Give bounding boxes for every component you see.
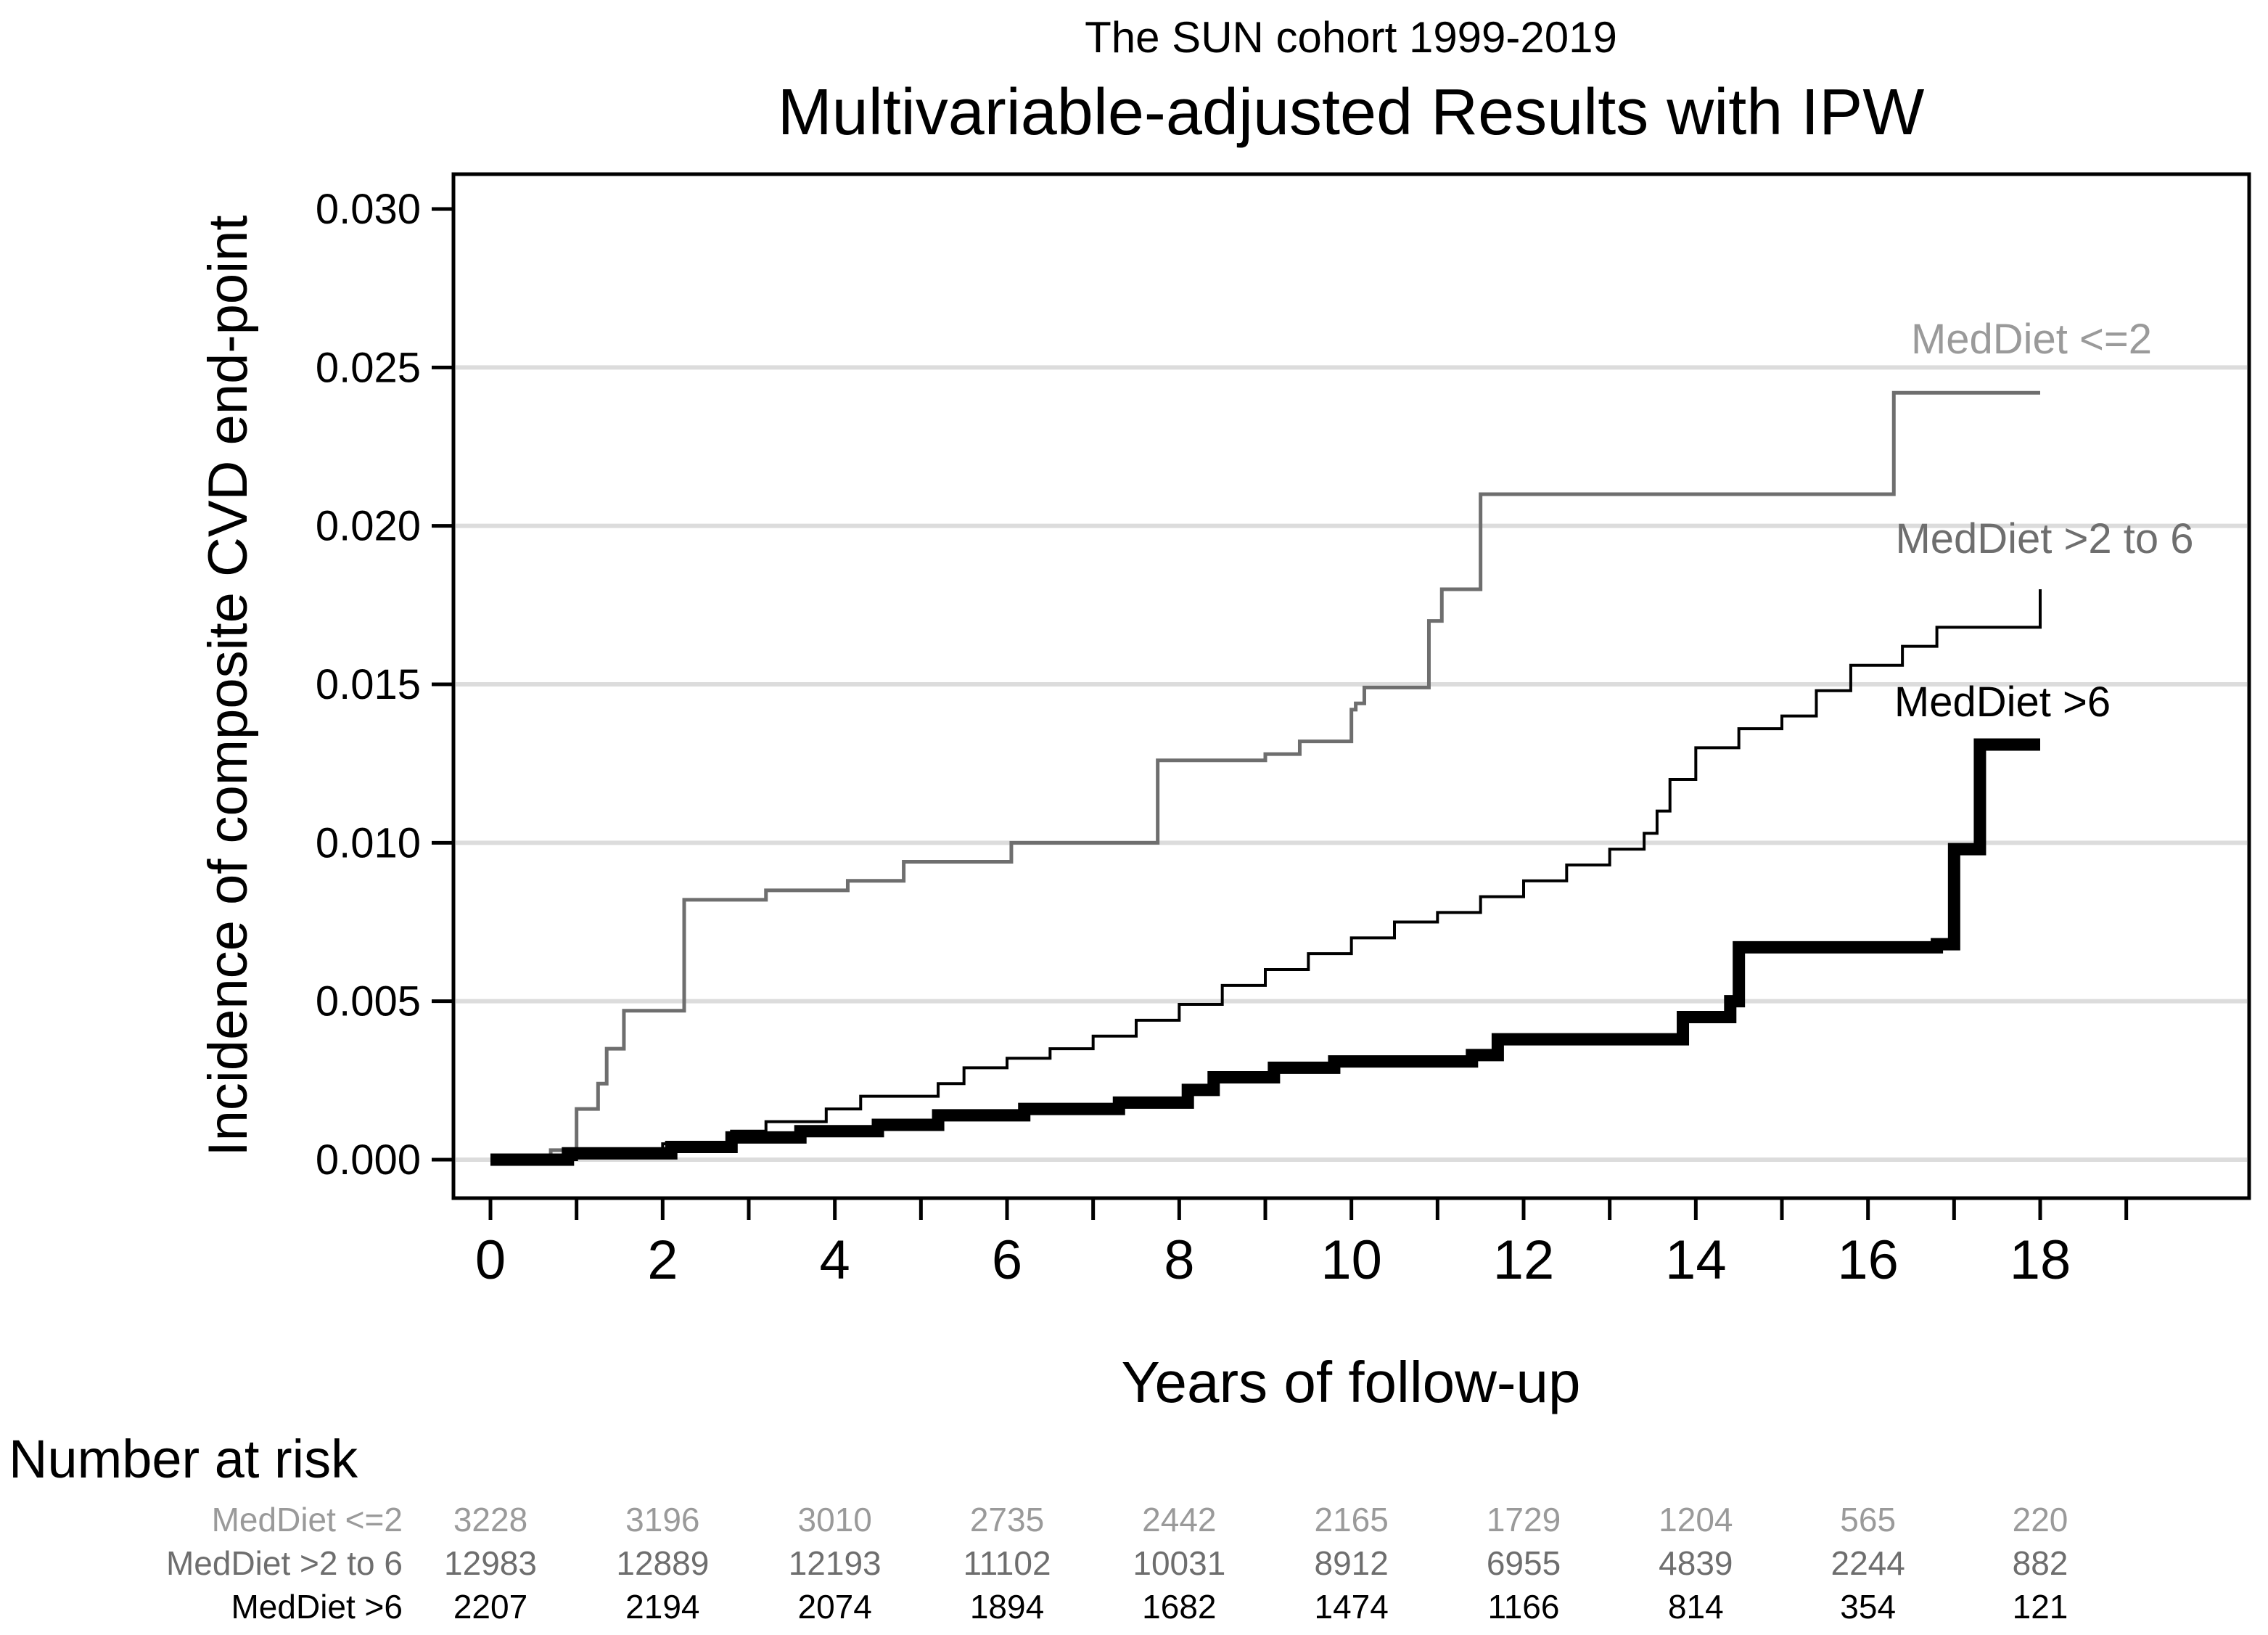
x-tick-label: 6 (992, 1229, 1022, 1291)
risk-value: 2207 (453, 1588, 527, 1626)
series-group (490, 390, 2042, 1166)
series-line (490, 738, 2040, 1166)
risk-value: 1474 (1314, 1588, 1388, 1626)
chart-subtitle: The SUN cohort 1999-2019 (1085, 13, 1617, 62)
risk-value: 2165 (1314, 1501, 1388, 1538)
axes: 0.000 0.005 0.010 0.015 0.020 0.025 0.030 0 2 4 6 8… (316, 186, 2129, 1291)
risk-value: 2244 (1831, 1544, 1905, 1582)
y-axis-label: Incidence of composite CVD end-point (197, 216, 259, 1157)
risk-value: 565 (1840, 1501, 1896, 1538)
risk-value: 2442 (1142, 1501, 1216, 1538)
x-tick-label: 18 (2010, 1229, 2071, 1291)
x-tick-label: 4 (820, 1229, 850, 1291)
risk-value: 1894 (970, 1588, 1044, 1626)
risk-row-label: MedDiet <=2 (212, 1501, 403, 1538)
risk-value: 1729 (1487, 1501, 1561, 1538)
y-tick-label: 0.005 (316, 978, 421, 1025)
risk-value: 354 (1840, 1588, 1896, 1626)
risk-value: 11102 (963, 1544, 1051, 1582)
risk-value: 1204 (1659, 1501, 1733, 1538)
risk-value: 814 (1668, 1588, 1724, 1626)
series-label: MedDiet >6 (1894, 679, 2111, 726)
x-tick-label: 2 (647, 1229, 678, 1291)
x-tick-label: 16 (1837, 1229, 1899, 1291)
y-tick-label: 0.030 (316, 186, 421, 233)
risk-table-title: Number at risk (9, 1429, 358, 1489)
risk-value: 12983 (444, 1544, 537, 1582)
y-tick-label: 0.010 (316, 819, 421, 866)
risk-value: 3010 (797, 1501, 871, 1538)
y-tick-label: 0.015 (316, 661, 421, 708)
risk-value: 1166 (1488, 1588, 1560, 1626)
risk-row-label: MedDiet >2 to 6 (166, 1544, 403, 1582)
y-tick-label: 0.025 (316, 344, 421, 391)
chart-title: Multivariable-adjusted Results with IPW (778, 76, 1925, 149)
risk-value: 2735 (970, 1501, 1044, 1538)
risk-value: 220 (2013, 1501, 2068, 1538)
series-label: MedDiet <=2 (1911, 316, 2152, 363)
risk-value: 3196 (625, 1501, 699, 1538)
series-labels: MedDiet <=2 MedDiet >2 to 6 MedDiet >6 (1894, 316, 2194, 726)
risk-value: 2194 (625, 1588, 699, 1626)
risk-value: 8912 (1314, 1544, 1388, 1582)
series-label: MedDiet >2 to 6 (1895, 515, 2193, 562)
risk-value: 121 (2013, 1588, 2068, 1626)
risk-value: 12889 (616, 1544, 709, 1582)
risk-value: 12193 (789, 1544, 882, 1582)
y-tick-label: 0.020 (316, 503, 421, 550)
series-line (490, 390, 2040, 1162)
series-line (490, 589, 2042, 1161)
risk-value: 6955 (1487, 1544, 1561, 1582)
risk-value: 4839 (1659, 1544, 1733, 1582)
risk-value: 2074 (797, 1588, 871, 1626)
x-tick-label: 10 (1320, 1229, 1382, 1291)
y-tick-label: 0.000 (316, 1136, 421, 1184)
risk-value: 3228 (453, 1501, 527, 1538)
x-tick-label: 12 (1493, 1229, 1555, 1291)
risk-value: 10031 (1133, 1544, 1225, 1582)
risk-row-label: MedDiet >6 (231, 1588, 403, 1626)
risk-value: 882 (2013, 1544, 2068, 1582)
x-tick-label: 14 (1665, 1229, 1727, 1291)
risk-table: MedDiet <=2 3228 3196 3010 2735 2442 2165 1729 1… (166, 1501, 2068, 1626)
x-tick-label: 8 (1164, 1229, 1194, 1291)
x-tick-label: 0 (475, 1229, 506, 1291)
x-axis-label: Years of follow-up (1122, 1350, 1581, 1414)
risk-value: 1682 (1142, 1588, 1216, 1626)
gridlines (456, 365, 2247, 1162)
